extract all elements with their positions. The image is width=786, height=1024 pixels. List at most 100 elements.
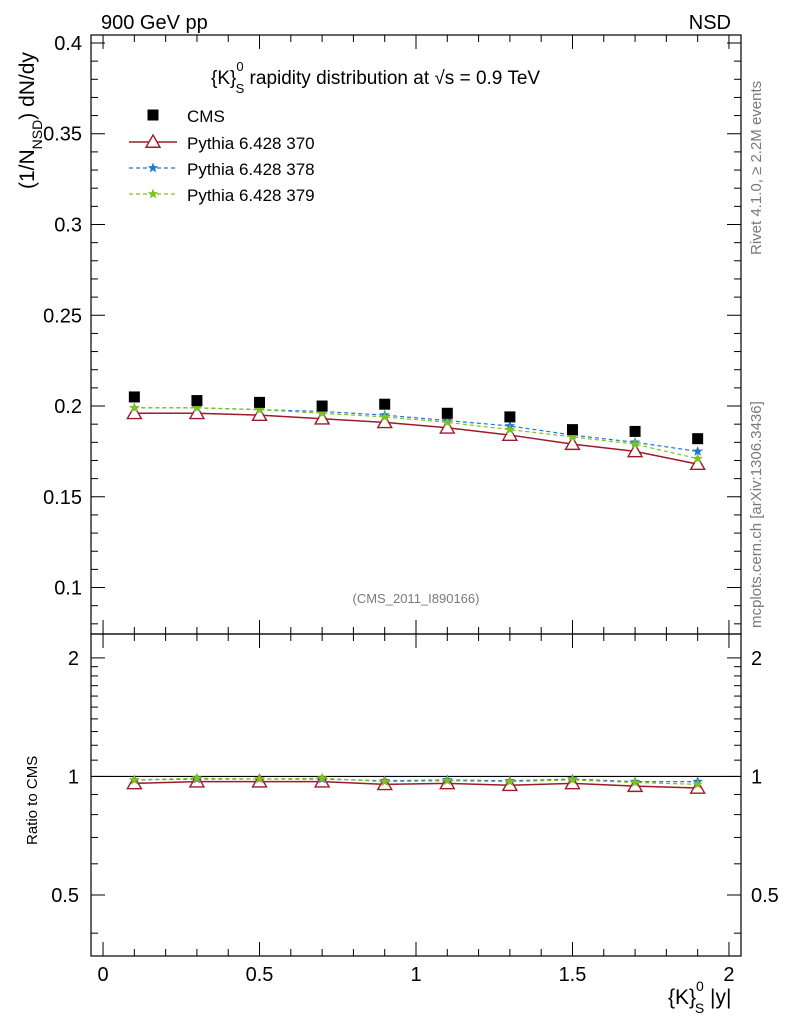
legend-pythia-6-428-370-label: Pythia 6.428 370 xyxy=(187,134,315,153)
main-y-tick-label: 0.1 xyxy=(54,578,82,600)
main-pythia-6-428-379-point xyxy=(692,453,703,464)
mcplots-label: mcplots.cern.ch [arXiv:1306.3436] xyxy=(748,401,765,628)
ratio-pythia-6-428-370-point xyxy=(689,779,706,794)
analysis-watermark: (CMS_2011_I890166) xyxy=(353,591,480,606)
legend-cms-marker xyxy=(147,109,159,121)
ratio-pythia-6-428-379-point xyxy=(442,775,453,786)
main-cms-point xyxy=(254,396,266,408)
legend-pythia-6-428-378-label: Pythia 6.428 378 xyxy=(187,160,315,179)
main-y-tick-label: 0.35 xyxy=(43,124,82,146)
main-y-tick-label: 0.15 xyxy=(43,487,82,509)
main-pythia-6-428-370-point xyxy=(564,435,581,451)
title-particle: {K} xyxy=(211,68,236,89)
main-pythia-6-428-370-point xyxy=(689,455,706,471)
ratio-y-tick-label-right: 1 xyxy=(751,766,762,788)
x-tick-label: 2 xyxy=(723,964,734,986)
legend-pythia-6-428-378-marker xyxy=(147,162,159,173)
main-pythia-6-428-370-point xyxy=(439,419,456,434)
main-pythia-6-428-379-point xyxy=(316,407,328,418)
title-sqrt-s: √s xyxy=(434,68,454,89)
main-cms-point xyxy=(316,400,328,412)
ratio-pythia-6-428-379-point xyxy=(692,778,703,789)
ratio-pythia-6-428-370-point xyxy=(564,775,581,790)
main-pythia-6-428-370-point xyxy=(313,410,331,425)
x-label-superscript: 0 xyxy=(696,978,704,994)
legend-pythia-6-428-370-marker xyxy=(144,133,162,148)
x-tick-label: 1.5 xyxy=(559,964,587,986)
main-pythia-6-428-370-point xyxy=(251,406,268,422)
ratio-pythia-6-428-379-point xyxy=(129,774,140,785)
main-cms-point xyxy=(566,424,578,436)
main-cms-point xyxy=(379,398,391,410)
rivet-version-label: Rivet 4.1.0, ≥ 2.2M events xyxy=(748,81,765,255)
main-pythia-6-428-379-point xyxy=(191,402,203,413)
ratio-pythia-6-428-370-point xyxy=(501,776,519,792)
ratio-pythia-6-428-379-point xyxy=(379,776,390,787)
legend-pythia-6-428-379-label: Pythia 6.428 379 xyxy=(187,186,315,205)
main-pythia-6-428-379-point xyxy=(442,416,453,427)
x-tick-label: 1 xyxy=(410,964,421,986)
main-cms-point xyxy=(128,391,140,403)
title-particle-subscript: S xyxy=(236,81,245,96)
x-label-particle: {K} xyxy=(668,986,696,1009)
main-cms-point xyxy=(441,407,453,419)
ratio-plot-area xyxy=(91,772,741,794)
x-axis-label: {K}0 S |y| xyxy=(668,978,731,1016)
y-label-prefix: (1/N xyxy=(16,149,39,189)
x-label-subscript: S xyxy=(695,1000,704,1016)
ticks-layer xyxy=(91,35,741,956)
main-pythia-6-428-370-point xyxy=(626,442,644,458)
x-tick-label: 0.5 xyxy=(246,964,274,986)
main-pythia-6-428-379-point xyxy=(567,431,578,442)
ratio-pythia-6-428-379-point xyxy=(504,776,516,787)
main-cms-point xyxy=(191,395,203,407)
title-particle-superscript: 0 xyxy=(236,59,243,74)
main-pythia-6-428-370-point xyxy=(188,404,206,420)
main-pythia-6-428-379-point xyxy=(379,411,390,422)
main-cms-point xyxy=(504,411,516,423)
main-pythia-6-428-370-point xyxy=(501,426,519,442)
ratio-pythia-6-428-379-point xyxy=(254,773,265,784)
main-pythia-6-428-379-point xyxy=(129,402,140,413)
legend-cms-label: CMS xyxy=(187,107,225,126)
main-pythia-6-428-378-point xyxy=(692,445,703,456)
main-cms-point xyxy=(629,425,641,437)
main-plot-area xyxy=(126,391,706,471)
tick-labels-layer: 0.1 0.15 0.2 0.25 0.3 0.35 0.4 0 0.5 1 1.5 2 0.5 0.5 1… xyxy=(43,33,779,986)
y-label-subscript: NSD xyxy=(29,120,45,150)
ratio-pythia-6-428-379-point xyxy=(316,772,328,783)
ratio-y-tick-label-right: 2 xyxy=(751,648,762,670)
main-title: {K}0 S rapidity distribution at √s = 0.9 … xyxy=(211,59,540,96)
title-energy: = 0.9 TeV xyxy=(454,68,540,89)
main-cms-point xyxy=(692,433,704,445)
ratio-y-tick-label-left: 1 xyxy=(68,766,79,788)
header-right-label: NSD xyxy=(689,12,731,34)
ratio-pythia-6-428-379-point xyxy=(629,777,641,787)
ratio-pythia-6-428-370-point xyxy=(626,777,644,793)
x-tick-label: 0 xyxy=(97,964,108,986)
legend: CMS Pythia 6.428 370 Pythia 6.428 378 Pythi… xyxy=(129,107,315,205)
ratio-y-tick-label-left: 2 xyxy=(68,648,79,670)
main-pythia-6-428-379-point xyxy=(629,438,641,449)
y-label-suffix: ) dN/dy xyxy=(16,52,39,120)
ratio-pythia-6-428-370-point xyxy=(126,775,143,790)
main-y-tick-label: 0.25 xyxy=(43,305,82,327)
ratio-plot-frame xyxy=(90,633,742,957)
main-y-tick-label: 0.2 xyxy=(54,396,82,418)
main-y-axis-label: (1/NNSD) dN/dy xyxy=(16,52,45,189)
ratio-y-axis-label: Ratio to CMS xyxy=(24,756,41,845)
title-text: rapidity distribution at xyxy=(244,68,434,89)
ratio-y-tick-label-left: 0.5 xyxy=(51,885,79,907)
ratio-pythia-6-428-379-point xyxy=(191,772,203,783)
main-pythia-6-428-370-point xyxy=(126,404,143,420)
main-pythia-6-428-379-point xyxy=(504,424,516,435)
main-pythia-6-428-379-point xyxy=(254,404,265,415)
ratio-pythia-6-428-370-line xyxy=(134,780,698,789)
legend-pythia-6-428-379-marker xyxy=(147,188,159,199)
main-pythia-6-428-370-point xyxy=(376,413,393,429)
main-pythia-6-428-370-line xyxy=(134,412,698,465)
main-pythia-6-428-379-line xyxy=(134,407,698,460)
ratio-pythia-6-428-379-point xyxy=(567,774,578,785)
ratio-pythia-6-428-379-line xyxy=(134,777,698,785)
